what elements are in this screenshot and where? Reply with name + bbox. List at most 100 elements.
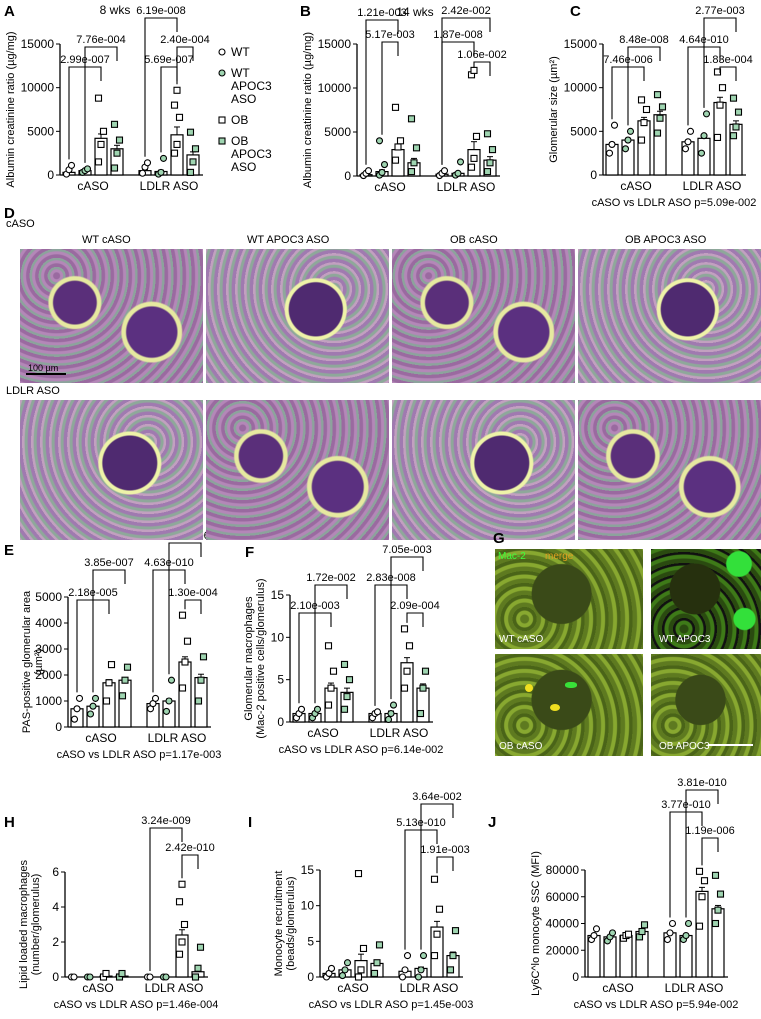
data-point — [483, 168, 492, 176]
data-point — [454, 169, 462, 177]
y-axis-label: Albumin creatinine ratio (µg/mg) — [302, 32, 314, 188]
p-value-label: 2.42e-010 — [165, 842, 215, 854]
data-point — [143, 159, 152, 167]
data-point — [624, 930, 633, 938]
x-category-label: LDLR ASO — [145, 981, 204, 995]
y-axis-label-units: (µm²) — [33, 649, 45, 676]
y-axis-label-units: (number/glomerulus) — [30, 874, 42, 975]
data-point — [732, 123, 740, 131]
data-point — [666, 929, 674, 937]
data-point — [67, 161, 76, 169]
data-point — [637, 136, 646, 144]
y-tick-label: 15 — [301, 863, 315, 877]
data-point — [640, 921, 649, 929]
y-axis-label: PAS-positive glomerular area — [21, 590, 33, 733]
data-point — [416, 709, 425, 718]
y-axis-label: Lipid loaded macrophages — [18, 859, 30, 989]
data-point — [105, 679, 113, 687]
data-point — [430, 875, 439, 883]
data-point — [716, 101, 724, 109]
x-category-label: cASO — [620, 179, 651, 193]
data-point — [729, 132, 738, 140]
x-category-label: cASO — [85, 731, 116, 745]
data-point — [695, 922, 704, 930]
y-axis-label: Glomerular macrophages — [243, 596, 255, 721]
y-axis-label-units: (Mac-2 positive cells/glomerulus) — [255, 578, 267, 738]
y-tick-label: 5000 — [27, 124, 54, 138]
y-tick-label: 0 — [55, 720, 62, 734]
significance-bracket — [149, 827, 183, 971]
data-point — [178, 684, 187, 692]
data-point — [118, 692, 127, 700]
data-point — [711, 919, 720, 928]
image-label: WT cASO — [499, 634, 544, 645]
data-point — [714, 906, 722, 914]
data-point — [327, 964, 336, 972]
y-tick-label: 0 — [52, 970, 59, 984]
data-point — [167, 676, 176, 684]
data-point — [626, 127, 635, 135]
legend-label: OB — [231, 134, 248, 148]
p-value-label: 3.24e-009 — [141, 815, 191, 827]
significance-bracket — [84, 46, 118, 163]
data-point — [157, 168, 165, 176]
data-point — [608, 929, 617, 937]
x-category-label: LDLR ASO — [140, 179, 199, 193]
y-tick-label: 0 — [307, 970, 314, 984]
p-value-label: 2.77e-003 — [695, 5, 745, 17]
data-point — [343, 693, 351, 701]
significance-bracket — [365, 19, 399, 165]
data-point — [686, 127, 695, 135]
data-point — [110, 120, 119, 128]
y-tick-label: 4000 — [35, 616, 62, 630]
data-point — [313, 705, 322, 713]
p-value-label: 2.09e-004 — [390, 600, 440, 612]
data-point — [173, 86, 181, 94]
y-tick-label: 2000 — [35, 668, 62, 682]
fluorescence-wt-apoc3: WT APOC3 — [651, 549, 761, 649]
y-tick-label: 60000 — [546, 890, 580, 904]
data-point — [656, 114, 664, 122]
x-category-label: LDLR ASO — [370, 726, 429, 740]
legend-label: WT — [231, 45, 250, 59]
data-point — [189, 158, 197, 166]
data-point — [456, 158, 465, 166]
data-point — [181, 658, 189, 666]
panel-label-d: D — [4, 205, 15, 222]
image-label: OB cASO — [499, 741, 543, 752]
panel-label-a: A — [4, 3, 15, 20]
panel-label-f: F — [245, 544, 254, 561]
data-point — [138, 169, 147, 177]
data-point — [391, 103, 400, 111]
p-value-label: 2.40e-004 — [160, 34, 210, 46]
data-point — [697, 149, 706, 157]
data-point — [151, 694, 160, 702]
data-point — [637, 96, 646, 104]
data-point — [653, 129, 662, 137]
bar — [637, 120, 651, 176]
significance-bracket — [160, 66, 178, 153]
significance-bracket — [473, 61, 491, 76]
y-tick-label: 5 — [277, 673, 284, 687]
y-tick-label: 0 — [572, 970, 579, 984]
data-point — [718, 84, 727, 92]
data-point — [391, 156, 400, 164]
data-point — [191, 145, 200, 153]
significance-bracket — [390, 556, 424, 700]
significance-bracket — [181, 854, 199, 879]
bar — [695, 890, 709, 978]
y-axis-label: Albumin creatinine ratio (µg/mg) — [5, 31, 17, 187]
data-point — [403, 952, 412, 960]
significance-bracket — [701, 837, 719, 866]
data-point — [110, 164, 119, 172]
y-tick-label: 5000 — [570, 124, 597, 138]
significance-bracket — [420, 803, 454, 950]
p-value-label: 1.19e-006 — [685, 825, 735, 837]
micrograph-wt-caso-caso: 100 µm — [20, 249, 203, 383]
data-point — [180, 920, 189, 929]
data-point — [354, 870, 363, 878]
bar — [729, 123, 743, 176]
chart-title: 14 wks — [396, 5, 433, 19]
significance-bracket — [719, 66, 737, 81]
